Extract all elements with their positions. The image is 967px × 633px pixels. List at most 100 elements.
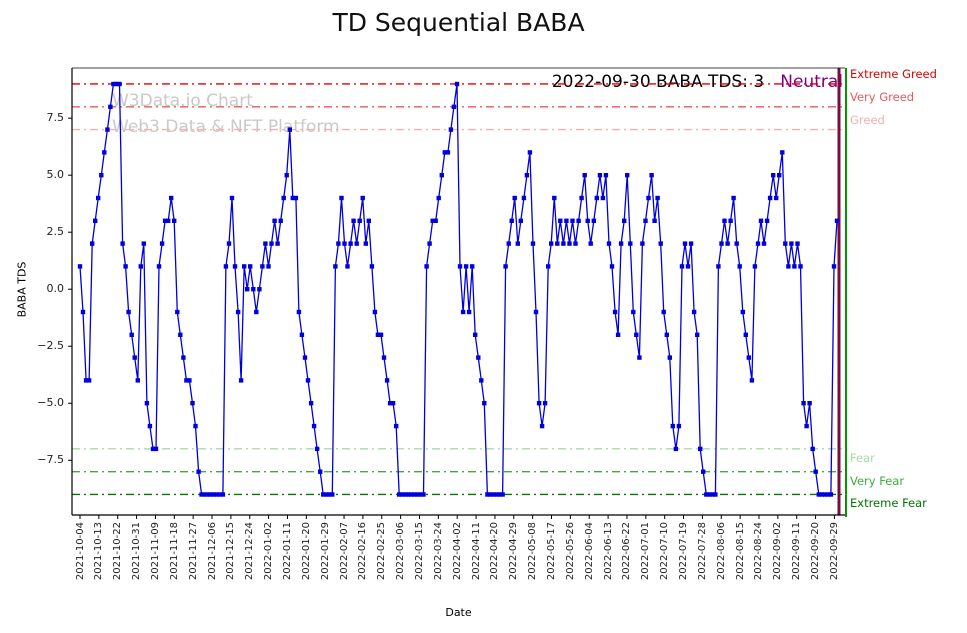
watermark-line1: W3Data.io Chart (112, 91, 253, 111)
x-tick-label: 2021-10-13 (93, 522, 105, 581)
tds-data-point-marker (570, 218, 575, 223)
tds-data-point-marker (159, 241, 165, 246)
tds-data-point-marker (473, 332, 478, 337)
tds-data-point-marker (293, 195, 299, 201)
tds-data-point-marker (749, 378, 755, 383)
x-axis-label: Date (445, 606, 472, 619)
tds-data-point-marker (153, 446, 159, 452)
tds-data-point-marker (299, 332, 305, 337)
tds-data-point-marker (272, 218, 277, 223)
tds-data-point-marker (634, 332, 639, 337)
x-tick-label: 2021-11-27 (187, 522, 199, 581)
x-tick-label: 2022-09-29 (828, 522, 840, 581)
tds-data-point-marker (631, 309, 636, 315)
tds-data-point-marker (442, 150, 447, 155)
tds-data-point-marker (387, 401, 393, 406)
x-tick-label: 2021-10-22 (112, 522, 124, 581)
y-tick-label: 5.0 (46, 168, 65, 182)
tds-data-point-marker (120, 241, 125, 246)
tds-data-point-marker (360, 195, 365, 201)
tds-data-point-marker (366, 218, 371, 223)
tds-data-point-marker (345, 264, 350, 269)
tds-data-point-marker (235, 309, 241, 315)
tds-data-point-marker (533, 309, 539, 315)
tds-data-point-marker (555, 241, 560, 246)
tds-data-point-marker (786, 264, 791, 269)
tds-data-point-marker (269, 241, 274, 246)
tds-data-point-marker (643, 218, 648, 223)
y-tick-label: −5.0 (37, 396, 64, 410)
tds-data-point-marker (342, 241, 347, 246)
tds-data-point-marker (801, 401, 806, 406)
threshold-label: Very Greed (850, 89, 915, 104)
tds-data-point-marker (108, 104, 113, 109)
x-tick-label: 2022-05-17 (546, 522, 558, 581)
tds-data-point-marker (509, 218, 514, 223)
x-tick-label: 2022-06-13 (602, 522, 614, 581)
y-tick-label: −7.5 (37, 453, 64, 467)
tds-data-point-marker (594, 195, 599, 201)
tds-data-point-marker (86, 378, 92, 383)
tds-data-point-marker (698, 446, 703, 452)
tds-data-point-marker (296, 309, 302, 315)
tds-data-point-marker (336, 241, 341, 246)
tds-data-point-marker (111, 81, 116, 87)
tds-data-point-marker (436, 195, 441, 201)
tds-data-point-marker (321, 492, 326, 497)
x-tick-label: 2022-02-25 (376, 522, 388, 581)
tds-data-point-marker (618, 241, 624, 246)
tds-data-point-marker (397, 492, 402, 497)
tds-data-point-marker (649, 173, 654, 178)
threshold-label: Very Fear (850, 473, 905, 488)
tds-data-point-marker (655, 195, 660, 201)
tds-data-point-marker (251, 287, 256, 292)
tds-data-point-marker (637, 355, 642, 360)
x-tick-label: 2022-04-29 (508, 522, 520, 581)
tds-data-point-marker (640, 241, 645, 246)
tds-data-point-marker (266, 264, 271, 269)
tds-data-point-marker (752, 264, 758, 269)
tds-data-point-marker (403, 492, 408, 497)
tds-data-point-marker (731, 195, 736, 201)
tds-data-point-marker (281, 195, 286, 201)
x-tick-label: 2021-11-18 (168, 522, 180, 581)
tds-data-point-marker (494, 492, 499, 497)
tds-data-point-marker (767, 195, 773, 201)
tds-data-point-marker (430, 218, 435, 223)
tds-data-point-marker (208, 492, 213, 497)
tds-data-point-marker (755, 241, 761, 246)
tds-data-point-marker (205, 492, 210, 497)
tds-data-point-marker (783, 241, 788, 246)
tds-data-point-marker (454, 81, 460, 87)
tds-data-point-marker (536, 401, 542, 406)
tds-data-point-marker (418, 492, 423, 497)
tds-data-point-marker (789, 241, 794, 246)
tds-data-point-marker (96, 195, 101, 201)
tds-data-point-marker (451, 104, 457, 109)
tds-data-point-marker (491, 492, 496, 497)
watermark-line2: Web3 Data & NFT Platform (112, 117, 340, 137)
tds-data-point-marker (144, 401, 150, 406)
tds-data-point-marker (330, 492, 335, 497)
tds-data-point-marker (196, 469, 201, 474)
tds-data-point-marker (162, 218, 168, 223)
tds-data-point-marker (710, 492, 715, 497)
tds-data-point-marker (552, 195, 557, 201)
tds-data-point-marker (579, 195, 584, 201)
tds-data-point-marker (673, 446, 679, 452)
tds-data-point-marker (546, 264, 551, 269)
tds-data-point-marker (667, 355, 672, 360)
x-tick-label: 2022-09-20 (810, 522, 822, 581)
tds-data-point-marker (348, 241, 353, 246)
tds-data-point-marker (780, 150, 785, 155)
tds-data-point-marker (588, 241, 593, 246)
tds-data-point-marker (77, 264, 83, 269)
tds-data-point-marker (609, 264, 615, 269)
tds-data-point-marker (585, 218, 590, 223)
tds-data-point-marker (302, 355, 308, 360)
tds-data-point-marker (132, 355, 137, 360)
tds-data-point-marker (734, 241, 739, 246)
tds-data-point-marker (518, 218, 523, 223)
tds-data-point-marker (606, 241, 612, 246)
tds-data-point-marker (670, 423, 675, 429)
